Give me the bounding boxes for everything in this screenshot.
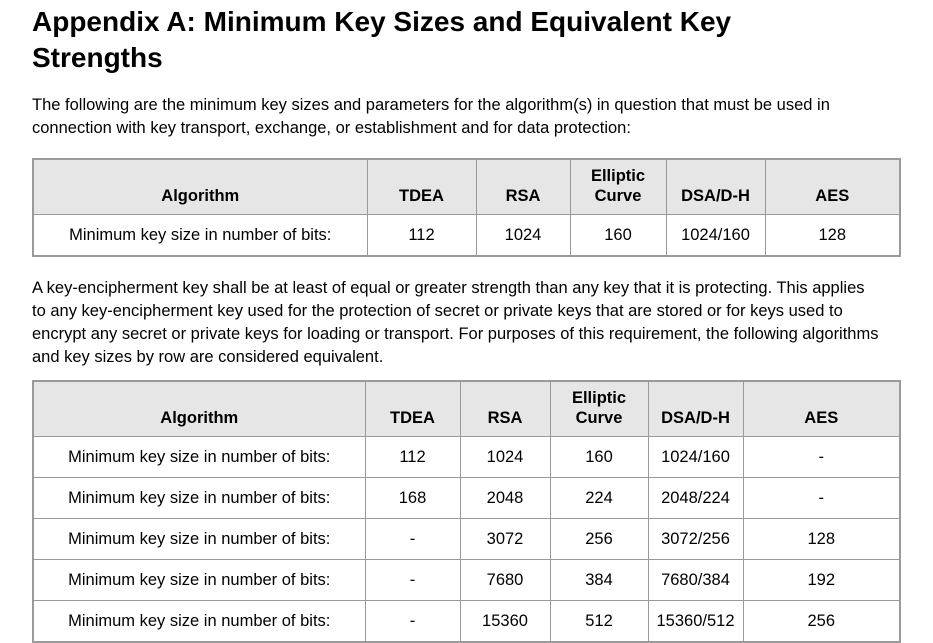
intro-paragraph: The following are the minimum key sizes … [32,96,830,137]
row-label: Minimum key size in number of bits: [32,518,366,560]
column-header: Elliptic Curve [569,158,667,215]
key-size-value: 224 [549,477,649,519]
row-label: Minimum key size in number of bits: [32,436,366,478]
key-size-value: 1024/160 [665,214,766,257]
key-size-value: 1024 [475,214,571,257]
table-header-row: Algorithm TDEA RSA Elliptic Curve DSA/D-H AES [32,158,901,215]
row-label: Minimum key size in number of bits: [32,600,366,643]
key-size-value: - [364,518,461,560]
row-label: Minimum key size in number of bits: [32,559,366,601]
key-size-value: 192 [742,559,901,601]
column-header: AES [764,158,901,215]
column-header: DSA/D-H [665,158,766,215]
key-size-value: 384 [549,559,649,601]
key-size-value: 160 [549,436,649,478]
key-size-value: 160 [569,214,667,257]
equivalent-key-strengths-table: Algorithm TDEA RSA Elliptic Curve DSA/D-H AES… [32,380,901,643]
column-header: Algorithm [32,158,368,215]
key-size-value: 15360 [459,600,551,643]
column-header: TDEA [366,158,477,215]
key-size-value: - [742,477,901,519]
column-header: RSA [475,158,571,215]
key-size-value: 112 [364,436,461,478]
key-size-value: 256 [549,518,649,560]
column-header: RSA [459,380,551,437]
table-header-row: Algorithm TDEA RSA Elliptic Curve DSA/D-H AES [32,380,901,437]
key-size-value: 15360/512 [647,600,744,643]
key-size-value: 2048/224 [647,477,744,519]
column-header: Elliptic Curve [549,380,649,437]
table-row: Minimum key size in number of bits: 112 10… [32,214,901,257]
table-row: Minimum key size in number of bits: -1536… [32,600,901,643]
key-size-value: 256 [742,600,901,643]
key-size-value: 7680/384 [647,559,744,601]
key-size-value: 512 [549,600,649,643]
equivalence-note-paragraph: A key-encipherment key shall be at least… [32,279,879,366]
key-size-value: 7680 [459,559,551,601]
column-header: TDEA [364,380,461,437]
table-row: Minimum key size in number of bits: -7680… [32,559,901,601]
key-size-value: 168 [364,477,461,519]
key-size-value: 3072 [459,518,551,560]
column-header: AES [742,380,901,437]
key-size-value: - [742,436,901,478]
row-label: Minimum key size in number of bits: [32,477,366,519]
key-size-value: - [364,600,461,643]
column-header: DSA/D-H [647,380,744,437]
key-size-value: 1024/160 [647,436,744,478]
key-size-value: 128 [764,214,901,257]
minimum-key-size-table: Algorithm TDEA RSA Elliptic Curve DSA/D-H AES… [32,158,901,257]
key-size-value: - [364,559,461,601]
table-row: Minimum key size in number of bits: -3072… [32,518,901,560]
row-label: Minimum key size in number of bits: [32,214,368,257]
key-size-value: 3072/256 [647,518,744,560]
key-size-value: 112 [366,214,477,257]
table-row: Minimum key size in number of bits: 112 10… [32,436,901,478]
key-size-value: 2048 [459,477,551,519]
page-title: Appendix A: Minimum Key Sizes and Equiva… [32,6,732,73]
column-header: Algorithm [32,380,366,437]
key-size-value: 1024 [459,436,551,478]
key-size-value: 128 [742,518,901,560]
table-row: Minimum key size in number of bits: 168 20… [32,477,901,519]
